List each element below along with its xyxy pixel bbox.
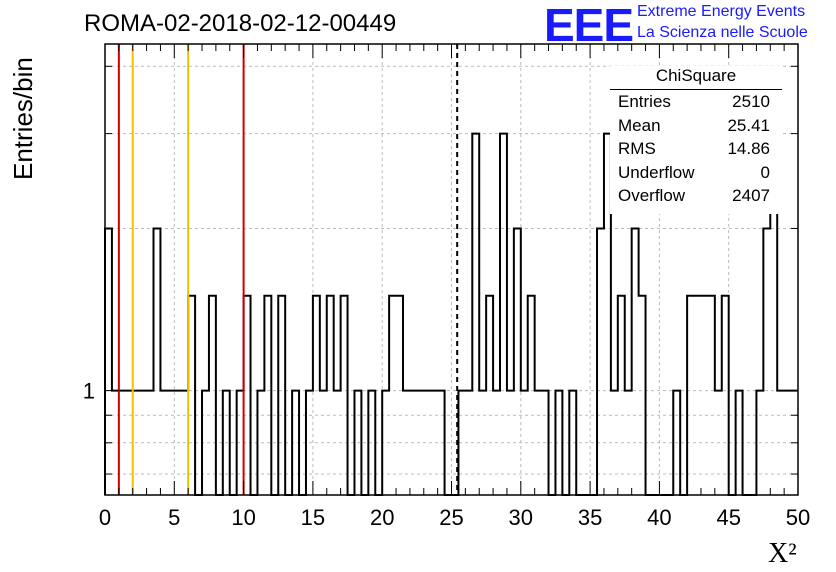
stat-value: 2510 (732, 92, 770, 111)
stats-divider (610, 89, 782, 90)
stats-title: ChiSquare (655, 66, 737, 85)
stats-box: ChiSquare Entries 2510 Mean 25.41 RMS 14… (610, 66, 782, 214)
chart-title: ROMA-02-2018-02-12-00449 (84, 10, 397, 37)
stat-label: Overflow (618, 186, 686, 205)
y-axis-label: Entries/bin (8, 57, 38, 180)
stat-value: 25.41 (727, 116, 770, 135)
brand-line-2: La Scienza nelle Scuole (637, 24, 808, 41)
stat-label: RMS (618, 139, 656, 158)
x-tick-label: 35 (578, 505, 602, 530)
stat-value: 0 (760, 163, 770, 182)
x-tick-label: 20 (370, 505, 394, 530)
x-axis-label: X² (768, 538, 797, 569)
x-tick-label: 50 (786, 505, 810, 530)
stat-label: Entries (618, 92, 671, 111)
x-tick-label: 5 (168, 505, 180, 530)
x-tick-label: 40 (647, 505, 671, 530)
stat-label: Mean (618, 116, 661, 135)
y-tick-label: 1 (83, 379, 95, 404)
eee-logo: EEE (544, 0, 634, 51)
x-tick-label: 25 (439, 505, 463, 530)
stat-value: 2407 (732, 186, 770, 205)
x-tick-label: 10 (231, 505, 255, 530)
stat-label: Underflow (618, 163, 695, 182)
x-tick-label: 15 (301, 505, 325, 530)
x-tick-label: 30 (509, 505, 533, 530)
x-tick-label: 0 (99, 505, 111, 530)
x-tick-label: 45 (716, 505, 740, 530)
stat-value: 14.86 (727, 139, 770, 158)
brand-line-1: Extreme Energy Events (637, 3, 806, 20)
